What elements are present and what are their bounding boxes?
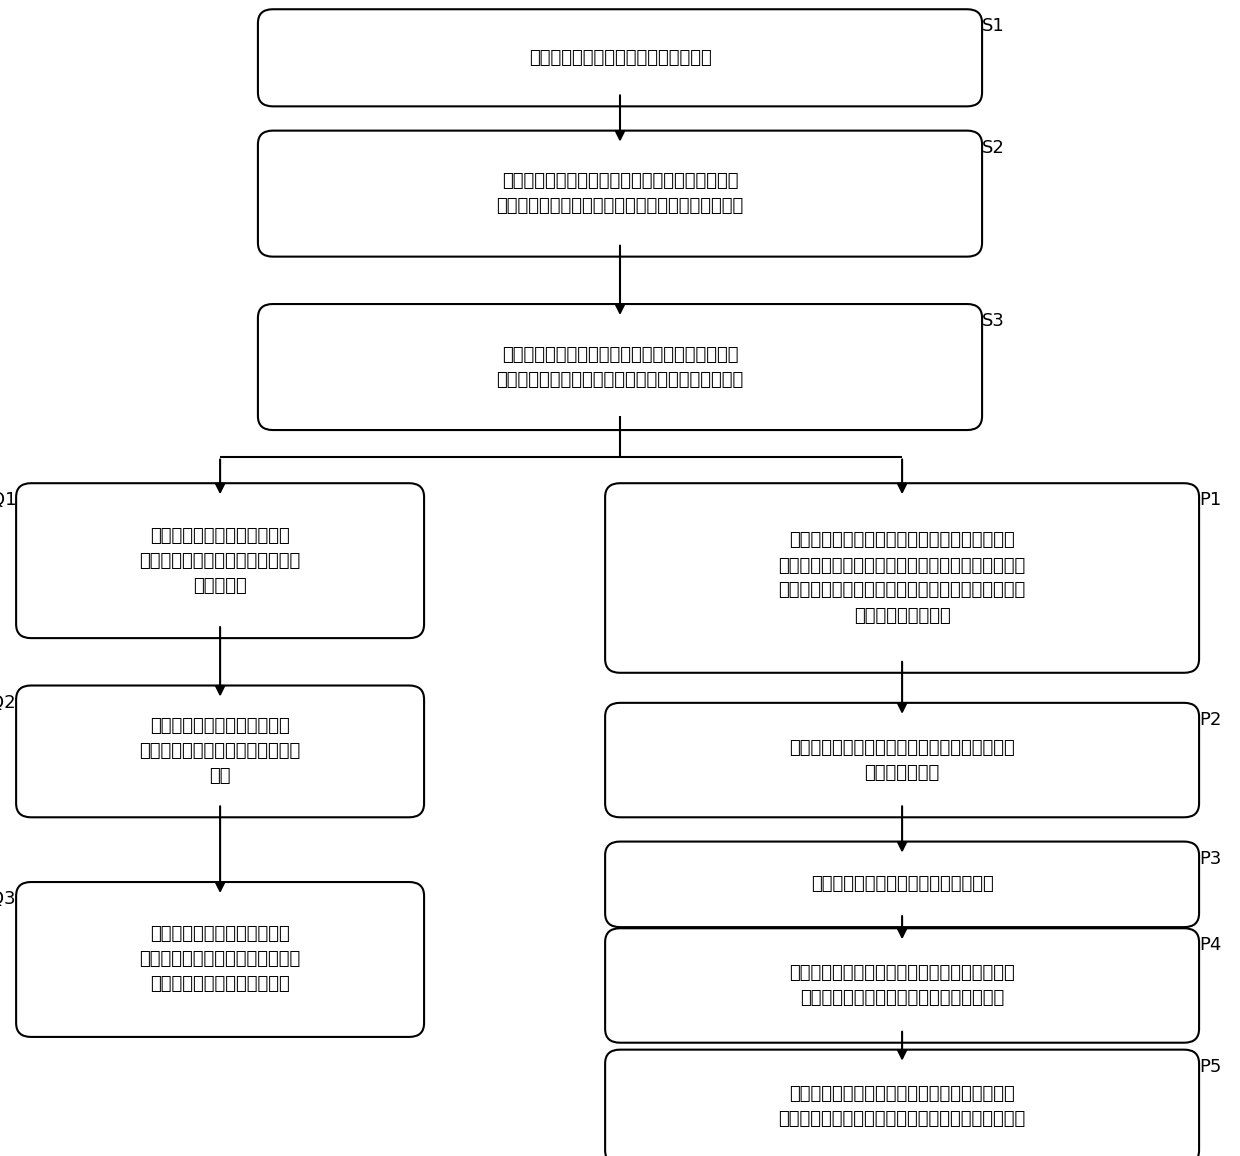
Text: 所述单相接地故障处理完成后，所述调匝式消弧
线圈进入待运行状态，所述电力系统恢复正常运转。: 所述单相接地故障处理完成后，所述调匝式消弧 线圈进入待运行状态，所述电力系统恢复… (779, 1085, 1025, 1128)
FancyBboxPatch shape (258, 131, 982, 257)
FancyBboxPatch shape (16, 882, 424, 1037)
Text: P1: P1 (1199, 491, 1221, 510)
FancyBboxPatch shape (605, 703, 1199, 817)
FancyBboxPatch shape (16, 483, 424, 638)
Text: 所述调匝式消弧线圈输出感性
电流，补偿所述电力系统的容性电
流；: 所述调匝式消弧线圈输出感性 电流，补偿所述电力系统的容性电 流； (139, 718, 301, 785)
Text: 根据所述电压和电流信号，判断所述电力系统的运
行状态，识别所述电力系统是否发生单相接地故障；: 根据所述电压和电流信号，判断所述电力系统的运 行状态，识别所述电力系统是否发生单… (496, 172, 744, 215)
FancyBboxPatch shape (16, 686, 424, 817)
FancyBboxPatch shape (605, 928, 1199, 1043)
Text: Q3: Q3 (0, 890, 16, 909)
Text: 若所述单相接地故障不是瞬时性故障，所述调匝
式消弧线圈输出感性电流，补偿电力系统的容性电流
；同时，启动反极性绕组工作，使所述调匝式消弧线
圈进入过补偿状态；: 若所述单相接地故障不是瞬时性故障，所述调匝 式消弧线圈输出感性电流，补偿电力系统… (779, 532, 1025, 624)
Text: Q1: Q1 (0, 491, 16, 510)
Text: 若电力系统发生单相接地故障，所述调匝式消弧线
圈工作，判断所述单相接地故障是否为瞬时性故障。: 若电力系统发生单相接地故障，所述调匝式消弧线 圈工作，判断所述单相接地故障是否为… (496, 346, 744, 388)
FancyBboxPatch shape (605, 483, 1199, 673)
Text: Q2: Q2 (0, 694, 16, 712)
Text: P2: P2 (1199, 711, 1221, 729)
FancyBboxPatch shape (605, 842, 1199, 927)
Text: S2: S2 (982, 139, 1004, 157)
FancyBboxPatch shape (258, 304, 982, 430)
Text: P4: P4 (1199, 936, 1221, 955)
FancyBboxPatch shape (605, 1050, 1199, 1156)
Text: 对所述单相接地故障进行判相和选线；: 对所述单相接地故障进行判相和选线； (811, 875, 993, 894)
Text: 所述瞬时性故障消失，则所述
调匝式消弧线圈进入待运行状态，
所述电力系统恢复正常运转。: 所述瞬时性故障消失，则所述 调匝式消弧线圈进入待运行状态， 所述电力系统恢复正常… (139, 926, 301, 993)
Text: S3: S3 (982, 312, 1004, 331)
Text: S1: S1 (982, 17, 1004, 36)
Text: P3: P3 (1199, 850, 1221, 868)
Text: P5: P5 (1199, 1058, 1221, 1076)
FancyBboxPatch shape (258, 9, 982, 106)
Text: 根据所述电力系统的需求，设置投入的所述反极
性绕组的匝数；: 根据所述电力系统的需求，设置投入的所述反极 性绕组的匝数； (789, 739, 1016, 781)
Text: 使所述反极性绕组处于旁路状态，所述调匝式消
弧线圈继续工作，处理所述单相接地故障；: 使所述反极性绕组处于旁路状态，所述调匝式消 弧线圈继续工作，处理所述单相接地故障… (789, 964, 1016, 1007)
Text: 若所述单相接地故障为所述瞬
时性故障，则所述反极性绕组处于
旁路状态；: 若所述单相接地故障为所述瞬 时性故障，则所述反极性绕组处于 旁路状态； (139, 527, 301, 594)
Text: 采集所述电力系统的电压和电流信号；: 采集所述电力系统的电压和电流信号； (528, 49, 712, 67)
